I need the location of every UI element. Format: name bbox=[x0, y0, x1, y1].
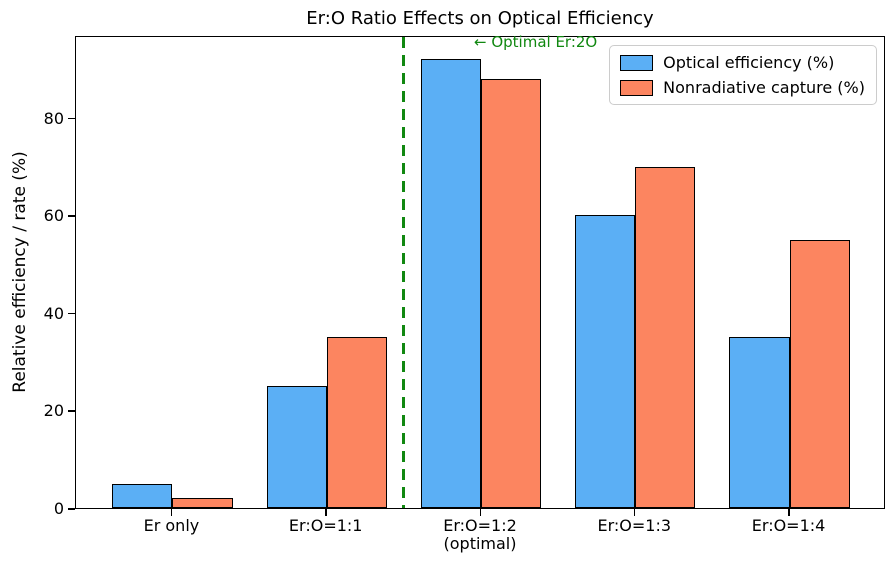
x-tick-mark bbox=[479, 509, 481, 516]
bar-optical-efficiency bbox=[112, 483, 173, 508]
bar-nonradiative-capture bbox=[635, 166, 696, 508]
y-tick-mark bbox=[68, 215, 75, 217]
optimal-vline bbox=[402, 37, 406, 508]
y-tick-label: 0 bbox=[53, 499, 64, 518]
y-tick-mark bbox=[68, 117, 75, 120]
y-axis-label: Relative efficiency / rate (%) bbox=[10, 151, 30, 393]
x-tick-mark bbox=[325, 509, 327, 516]
bar-nonradiative-capture bbox=[789, 239, 850, 508]
x-tick-label: Er:O=1:3 bbox=[597, 516, 672, 535]
bar-nonradiative-capture bbox=[481, 78, 542, 508]
bar-optical-efficiency bbox=[420, 59, 481, 508]
y-tick-mark bbox=[68, 312, 75, 315]
y-tick-mark bbox=[68, 410, 75, 412]
y-tick-mark bbox=[68, 508, 75, 510]
optimal-annotation: ← Optimal Er:2O bbox=[474, 33, 598, 51]
bar-nonradiative-capture bbox=[326, 337, 387, 508]
legend-swatch-nonradiative-capture bbox=[620, 79, 654, 96]
x-tick-mark bbox=[170, 509, 173, 516]
y-tick-label: 40 bbox=[43, 303, 64, 323]
y-tick-label: 80 bbox=[43, 108, 64, 128]
chart-title: Er:O Ratio Effects on Optical Efficiency bbox=[306, 8, 654, 29]
legend-swatch-optical-efficiency bbox=[620, 54, 654, 71]
y-tick-label: 60 bbox=[43, 206, 64, 226]
legend-label-nonradiative-capture: Nonradiative capture (%) bbox=[663, 78, 865, 97]
x-tick-mark bbox=[633, 509, 636, 516]
x-tick-label: Er:O=1:4 bbox=[751, 516, 826, 535]
bar-optical-efficiency bbox=[729, 337, 790, 508]
x-tick-mark bbox=[788, 509, 790, 516]
legend-item-nonradiative: Nonradiative capture (%) bbox=[620, 78, 865, 97]
bar-optical-efficiency bbox=[266, 386, 327, 508]
legend-item-optical: Optical efficiency (%) bbox=[620, 53, 865, 72]
bar-nonradiative-capture bbox=[172, 498, 233, 508]
x-tick-label: Er only bbox=[143, 516, 200, 535]
bar-optical-efficiency bbox=[575, 215, 636, 508]
x-tick-label: Er:O=1:2 (optimal) bbox=[443, 516, 517, 553]
legend-label-optical-efficiency: Optical efficiency (%) bbox=[663, 53, 835, 72]
legend: Optical efficiency (%) Nonradiative capt… bbox=[609, 45, 877, 105]
x-tick-label: Er:O=1:1 bbox=[288, 516, 363, 535]
plot-area bbox=[75, 36, 885, 509]
y-tick-label: 20 bbox=[43, 401, 64, 421]
